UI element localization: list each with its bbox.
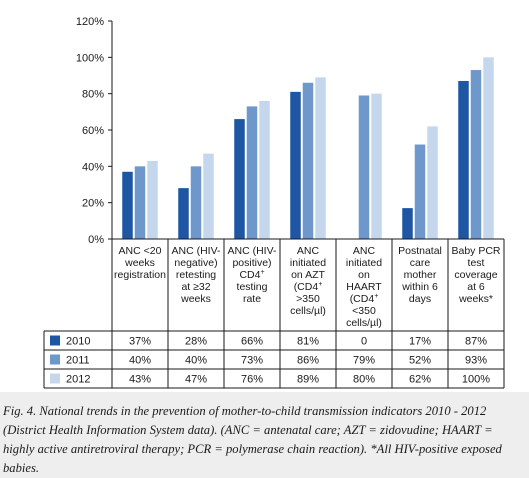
category-label: initiated	[290, 257, 326, 269]
category-label: negative)	[174, 257, 217, 269]
bar	[259, 100, 270, 239]
data-value-label: 40%	[185, 355, 207, 367]
data-value-label: 80%	[353, 374, 375, 386]
data-value-label: 73%	[241, 355, 263, 367]
bar	[458, 80, 469, 239]
bar	[178, 188, 189, 239]
y-tick-label: 20%	[82, 198, 104, 210]
data-value-label: 37%	[129, 336, 151, 348]
bar	[414, 144, 426, 239]
legend-label: 2010	[66, 336, 90, 348]
category-label: Baby PCR	[451, 245, 500, 257]
bar	[122, 171, 133, 239]
category-label: ANC <20	[119, 245, 162, 257]
category-label: initiated	[346, 257, 382, 269]
y-tick-label: 80%	[82, 89, 104, 101]
data-value-label: 47%	[185, 374, 207, 386]
legend-label: 2011	[66, 355, 90, 367]
data-value-label: 17%	[409, 336, 431, 348]
bar	[371, 93, 382, 240]
bar	[134, 166, 146, 239]
category-label: cells/µl)	[290, 305, 326, 317]
data-value-label: 93%	[465, 355, 487, 367]
bar	[315, 77, 326, 239]
category-label: coverage	[454, 269, 497, 281]
category-label: test	[468, 257, 485, 269]
bar	[470, 70, 482, 239]
data-value-label: 66%	[241, 336, 263, 348]
category-label: <350	[352, 305, 376, 317]
category-label: HAART	[346, 281, 382, 293]
category-label: ANC	[297, 245, 320, 257]
category-label: (CD4+	[294, 281, 323, 293]
bar	[427, 126, 438, 239]
legend-swatch	[50, 354, 60, 365]
category-label: ANC	[353, 245, 376, 257]
bar	[302, 82, 314, 240]
category-label: ANC (HIV-	[171, 245, 221, 257]
category-label: at 6	[467, 281, 485, 293]
data-value-label: 43%	[129, 374, 151, 386]
chart: 0%20%40%60%80%100%120%ANC <20weeksregist…	[43, 16, 505, 389]
category-label: cells/µl)	[346, 317, 382, 329]
category-label: ANC (HIV-	[227, 245, 277, 257]
category-label: Postnatal	[398, 245, 442, 257]
category-label: testing	[237, 281, 268, 293]
bar	[290, 91, 301, 239]
data-value-label: 0	[361, 336, 367, 348]
data-value-label: 28%	[185, 336, 207, 348]
y-tick-label: 0%	[88, 234, 104, 246]
category-label: (CD4+	[350, 293, 379, 305]
y-tick-label: 40%	[82, 161, 104, 173]
category-label: registration	[114, 269, 166, 281]
category-label: mother	[404, 269, 437, 281]
data-value-label: 76%	[241, 374, 263, 386]
data-value-label: 89%	[297, 374, 319, 386]
category-label: care	[410, 257, 431, 269]
bar	[358, 95, 370, 239]
data-value-label: 79%	[353, 355, 375, 367]
bar	[483, 57, 494, 240]
data-value-label: 100%	[462, 374, 490, 386]
category-label: days	[409, 293, 431, 305]
data-value-label: 81%	[297, 336, 319, 348]
category-label: on	[358, 269, 370, 281]
bar	[190, 166, 202, 239]
legend-swatch	[50, 373, 60, 384]
figure-panel: 0% 20% 40% 60% 80% 100% 120% ANC <20 weeks regist…	[0, 0, 529, 392]
data-value-label: 40%	[129, 355, 151, 367]
category-label: weeks	[124, 257, 155, 269]
legend-swatch	[50, 335, 60, 346]
category-label: rate	[243, 293, 261, 305]
bar	[147, 160, 158, 239]
bar	[402, 208, 413, 239]
category-label: retesting	[176, 269, 216, 281]
category-label: within 6	[401, 281, 438, 293]
y-tick-label: 120%	[76, 16, 104, 28]
data-value-label: 62%	[409, 374, 431, 386]
legend-label: 2012	[66, 374, 90, 386]
figure-caption: Fig. 4. National trends in the preventio…	[3, 404, 502, 475]
category-label: weeks	[180, 293, 211, 305]
data-value-label: 86%	[297, 355, 319, 367]
bar	[203, 153, 214, 239]
data-value-label: 87%	[465, 336, 487, 348]
y-tick-label: 100%	[76, 52, 104, 64]
category-label: weeks*	[458, 293, 493, 305]
bar	[234, 119, 245, 239]
category-label: on AZT	[291, 269, 325, 281]
bar	[246, 106, 258, 239]
category-label: CD4+	[239, 269, 264, 281]
data-value-label: 52%	[409, 355, 431, 367]
category-label: positive)	[232, 257, 271, 269]
category-label: >350	[296, 293, 320, 305]
y-tick-label: 60%	[82, 125, 104, 137]
category-label: at ≥32	[181, 281, 210, 293]
